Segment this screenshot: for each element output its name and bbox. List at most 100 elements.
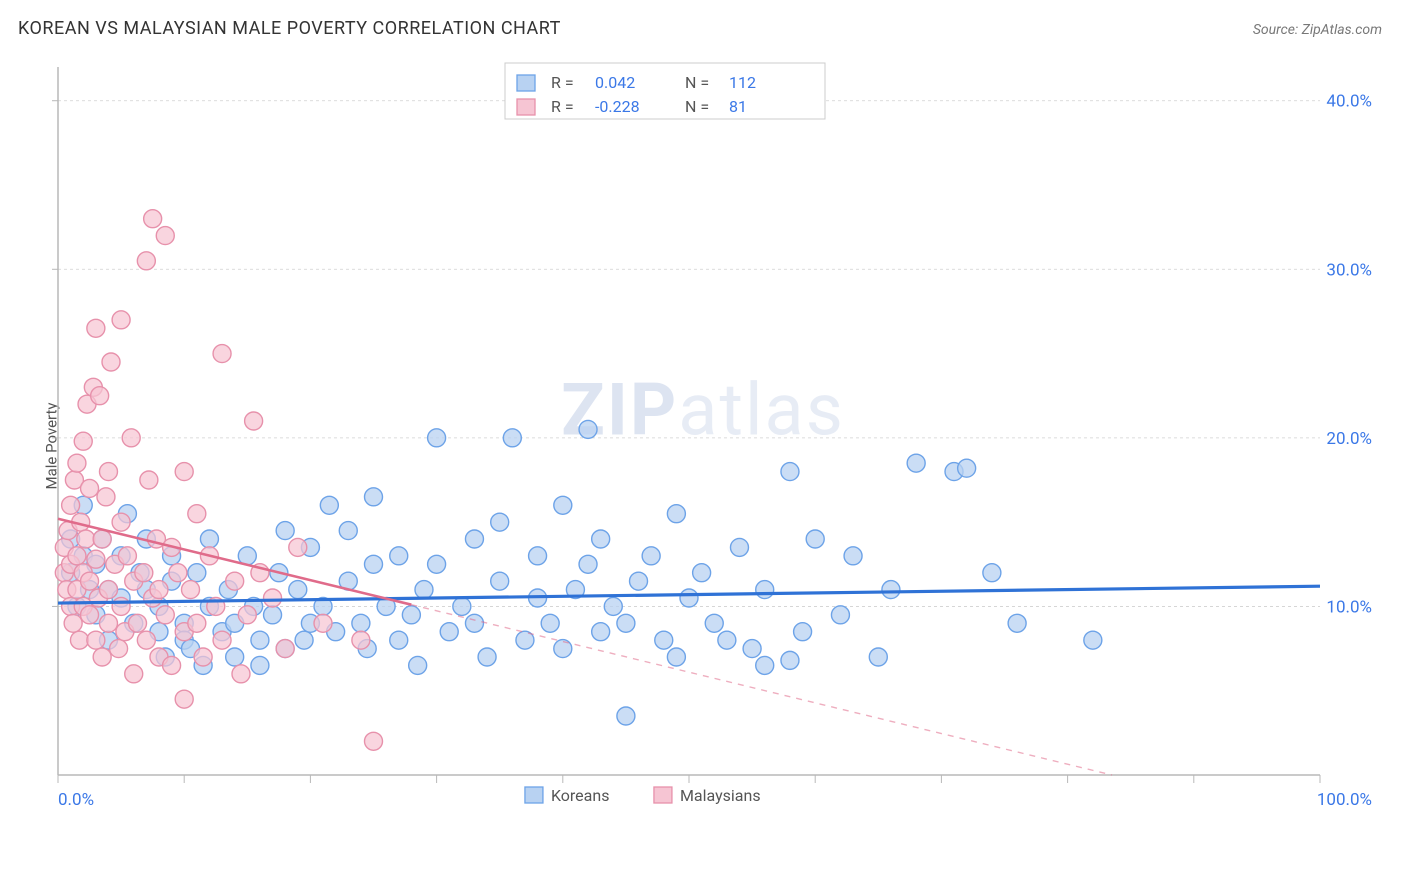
data-point [756,656,774,674]
data-point [112,311,130,329]
data-point [87,319,105,337]
data-point [554,640,572,658]
data-point [182,581,200,599]
data-point [440,623,458,641]
y-tick-label: 30.0% [1326,260,1372,280]
data-point [667,648,685,666]
data-point [188,505,206,523]
data-point [112,597,130,615]
data-point [99,614,117,632]
data-point [140,471,158,489]
data-point [503,429,521,447]
data-point [794,623,812,641]
stat-n-label: N = [685,73,709,92]
data-point [99,581,117,599]
data-point [226,648,244,666]
legend-swatch [517,75,535,91]
data-point [289,538,307,556]
data-point [693,564,711,582]
data-point [156,227,174,245]
legend-swatch [654,787,672,803]
x-axis-max-label: 100.0% [1317,790,1372,810]
data-point [428,555,446,573]
data-point [339,522,357,540]
data-point [295,631,313,649]
data-point [135,564,153,582]
data-point [642,547,660,565]
data-point [125,665,143,683]
stat-n-value: 112 [729,73,756,92]
data-point [390,547,408,565]
data-point [806,530,824,548]
data-point [453,597,471,615]
data-point [465,530,483,548]
data-point [907,454,925,472]
data-point [156,606,174,624]
data-point [93,648,111,666]
data-point [87,550,105,568]
x-axis-min-label: 0.0% [58,790,94,810]
legend-series-label: Koreans [551,786,610,805]
stat-r-label: R = [551,97,574,116]
data-point [251,656,269,674]
data-point [264,589,282,607]
data-point [390,631,408,649]
data-point [137,252,155,270]
data-point [592,623,610,641]
data-point [175,463,193,481]
data-point [150,581,168,599]
data-point [62,496,80,514]
data-point [529,547,547,565]
data-point [188,614,206,632]
data-point [617,707,635,725]
y-tick-label: 20.0% [1326,429,1372,449]
data-point [112,513,130,531]
data-point [137,631,155,649]
source-label: Source: ZipAtlas.com [1253,22,1382,38]
data-point [129,614,147,632]
data-point [169,564,187,582]
data-point [188,564,206,582]
data-point [238,606,256,624]
data-point [81,479,99,497]
data-point [604,597,622,615]
data-point [91,387,109,405]
data-point [118,547,136,565]
data-point [409,656,427,674]
data-point [491,572,509,590]
data-point [194,648,212,666]
data-point [756,581,774,599]
data-point [276,640,294,658]
data-point [352,631,370,649]
chart-container: KOREAN VS MALAYSIAN MALE POVERTY CORRELA… [0,0,1406,892]
data-point [844,547,862,565]
data-point [97,488,115,506]
data-point [730,538,748,556]
data-point [232,665,250,683]
data-point [428,429,446,447]
data-point [579,420,597,438]
data-point [110,640,128,658]
y-tick-label: 40.0% [1326,92,1372,112]
data-point [831,606,849,624]
data-point [882,581,900,599]
data-point [93,530,111,548]
data-point [251,631,269,649]
stat-r-label: R = [551,73,574,92]
legend-swatch [525,787,543,803]
data-point [705,614,723,632]
data-point [264,606,282,624]
legend-series-label: Malaysians [680,786,761,805]
trend-line-dashed [411,605,1112,775]
data-point [958,459,976,477]
data-point [289,581,307,599]
data-point [655,631,673,649]
data-point [213,345,231,363]
data-point [226,572,244,590]
legend-swatch [517,99,535,115]
data-point [743,640,761,658]
data-point [74,432,92,450]
data-point [68,547,86,565]
data-point [680,589,698,607]
data-point [320,496,338,514]
